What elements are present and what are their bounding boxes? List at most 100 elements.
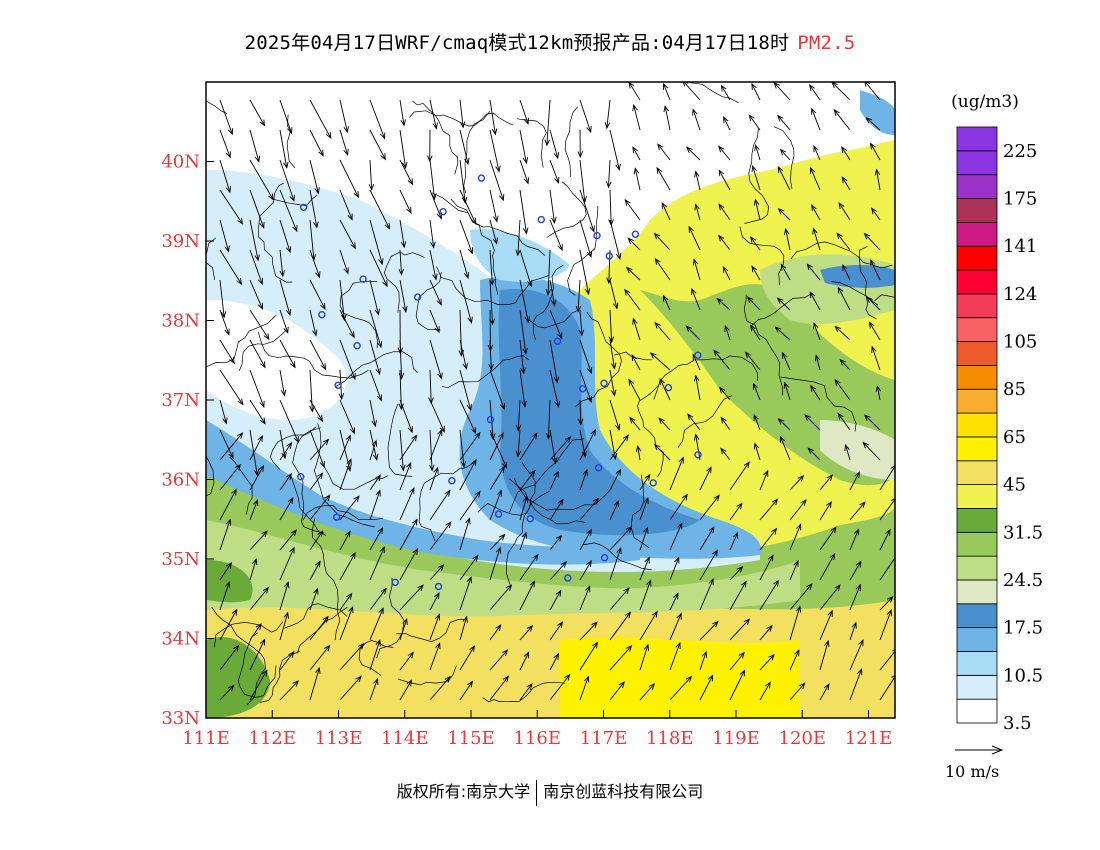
wind-arrowhead (809, 84, 815, 91)
wind-arrow (849, 622, 857, 641)
wind-arrow (429, 676, 451, 701)
wind-arrowhead (253, 498, 259, 507)
boundary-line (292, 426, 325, 534)
wind-arrowhead (824, 639, 830, 647)
wind-arrow (579, 621, 598, 641)
wind-arrow (699, 495, 720, 521)
wind-arrowhead (833, 109, 840, 116)
wind-arrowhead (522, 157, 529, 165)
wind-arrowhead (324, 494, 331, 502)
wind-arrow (811, 204, 821, 221)
wind-arrow (429, 592, 440, 611)
wind-arrowhead (522, 347, 528, 355)
wind-arrowhead (380, 587, 387, 595)
boundary-line (229, 456, 253, 515)
wind-arrowhead (257, 278, 264, 286)
wind-arrow (751, 266, 761, 281)
wind-arrow (669, 613, 682, 641)
wind-arrowhead (444, 489, 451, 497)
wind-arrow (459, 432, 481, 461)
wind-arrowhead (858, 639, 864, 647)
wind-arrowhead (586, 367, 593, 375)
wind-arrowhead (317, 472, 324, 480)
wind-arrowhead (495, 546, 502, 554)
wind-arrow (339, 129, 349, 155)
wind-arrow (841, 176, 851, 191)
wind-arrowhead (374, 474, 381, 482)
wind-arrowhead (501, 461, 508, 469)
wind-arrow (279, 339, 296, 368)
boundary-line (409, 110, 513, 127)
wind-arrow (369, 640, 381, 671)
wind-arrow (339, 531, 351, 551)
x-tick-label: 115E (447, 728, 495, 749)
wind-arrow (695, 171, 701, 191)
wind-arrowhead (313, 587, 319, 595)
boundary-line (564, 106, 578, 178)
wind-arrowhead (259, 638, 266, 646)
wind-arrow (748, 114, 761, 131)
wind-arrowhead (544, 139, 550, 147)
wind-arrowhead (804, 414, 811, 421)
wind-arrow (579, 560, 592, 581)
wind-arrow (519, 532, 527, 551)
wind-arrowhead (632, 317, 638, 325)
wind-arrowhead (315, 271, 321, 279)
wind-arrow (399, 99, 405, 126)
colorbar-swatch (956, 198, 998, 223)
wind-arrowhead (628, 378, 634, 386)
wind-arrowhead (465, 517, 471, 525)
wind-arrowhead (871, 207, 878, 215)
wind-arrow (754, 443, 761, 461)
boundary-line (335, 351, 418, 388)
colorbar-label: 31.5 (1003, 522, 1043, 543)
wind-arrowhead (279, 270, 285, 278)
wind-arrow (249, 499, 258, 521)
wind-arrow (339, 99, 348, 133)
wind-arrowhead (771, 498, 779, 506)
wind-arrowhead (460, 460, 467, 469)
wind-arrow (547, 249, 551, 295)
wind-arrow (369, 249, 388, 287)
wind-arrowhead (750, 236, 757, 244)
wind-arrow (639, 497, 649, 521)
wind-arrow (279, 249, 284, 277)
wind-arrowhead (222, 417, 228, 425)
wind-arrowhead (673, 592, 679, 600)
wind-arrow (219, 562, 232, 581)
wind-arrow (369, 440, 377, 461)
wind-arrow (369, 546, 385, 581)
wind-arrow (279, 189, 298, 232)
wind-arrowhead (632, 104, 638, 112)
wind-arrow (845, 444, 851, 461)
footer-separator (536, 779, 538, 806)
wind-arrowhead (435, 642, 441, 650)
wind-arrow (549, 339, 558, 383)
wind-arrow (429, 399, 445, 432)
colorbar-swatch (956, 674, 998, 700)
wind-arrow (879, 610, 892, 641)
boundary-line (773, 126, 795, 189)
boundary-line (653, 355, 758, 400)
wind-arrowhead (743, 618, 751, 625)
city-marker (631, 230, 640, 238)
wind-arrowhead (720, 416, 727, 424)
wind-arrowhead (346, 592, 353, 600)
wind-arrow (747, 296, 761, 311)
boundary-line (575, 311, 622, 407)
wind-arrow (608, 159, 611, 188)
wind-arrowhead (864, 82, 870, 87)
wind-arrow (459, 309, 462, 356)
wind-arrowhead (875, 385, 882, 393)
wind-arrowhead (813, 145, 819, 153)
wind-arrowhead (610, 389, 617, 397)
wind-arrowhead (545, 432, 552, 440)
wind-arrowhead (606, 181, 612, 189)
boundary-line (441, 355, 529, 389)
wind-arrowhead (868, 321, 875, 329)
wind-arrowhead (254, 155, 261, 163)
wind-arrow (669, 523, 683, 551)
wind-arrow (309, 494, 331, 521)
x-tick-label: 112E (249, 728, 297, 749)
colorbar-label: 10.5 (1003, 665, 1043, 686)
